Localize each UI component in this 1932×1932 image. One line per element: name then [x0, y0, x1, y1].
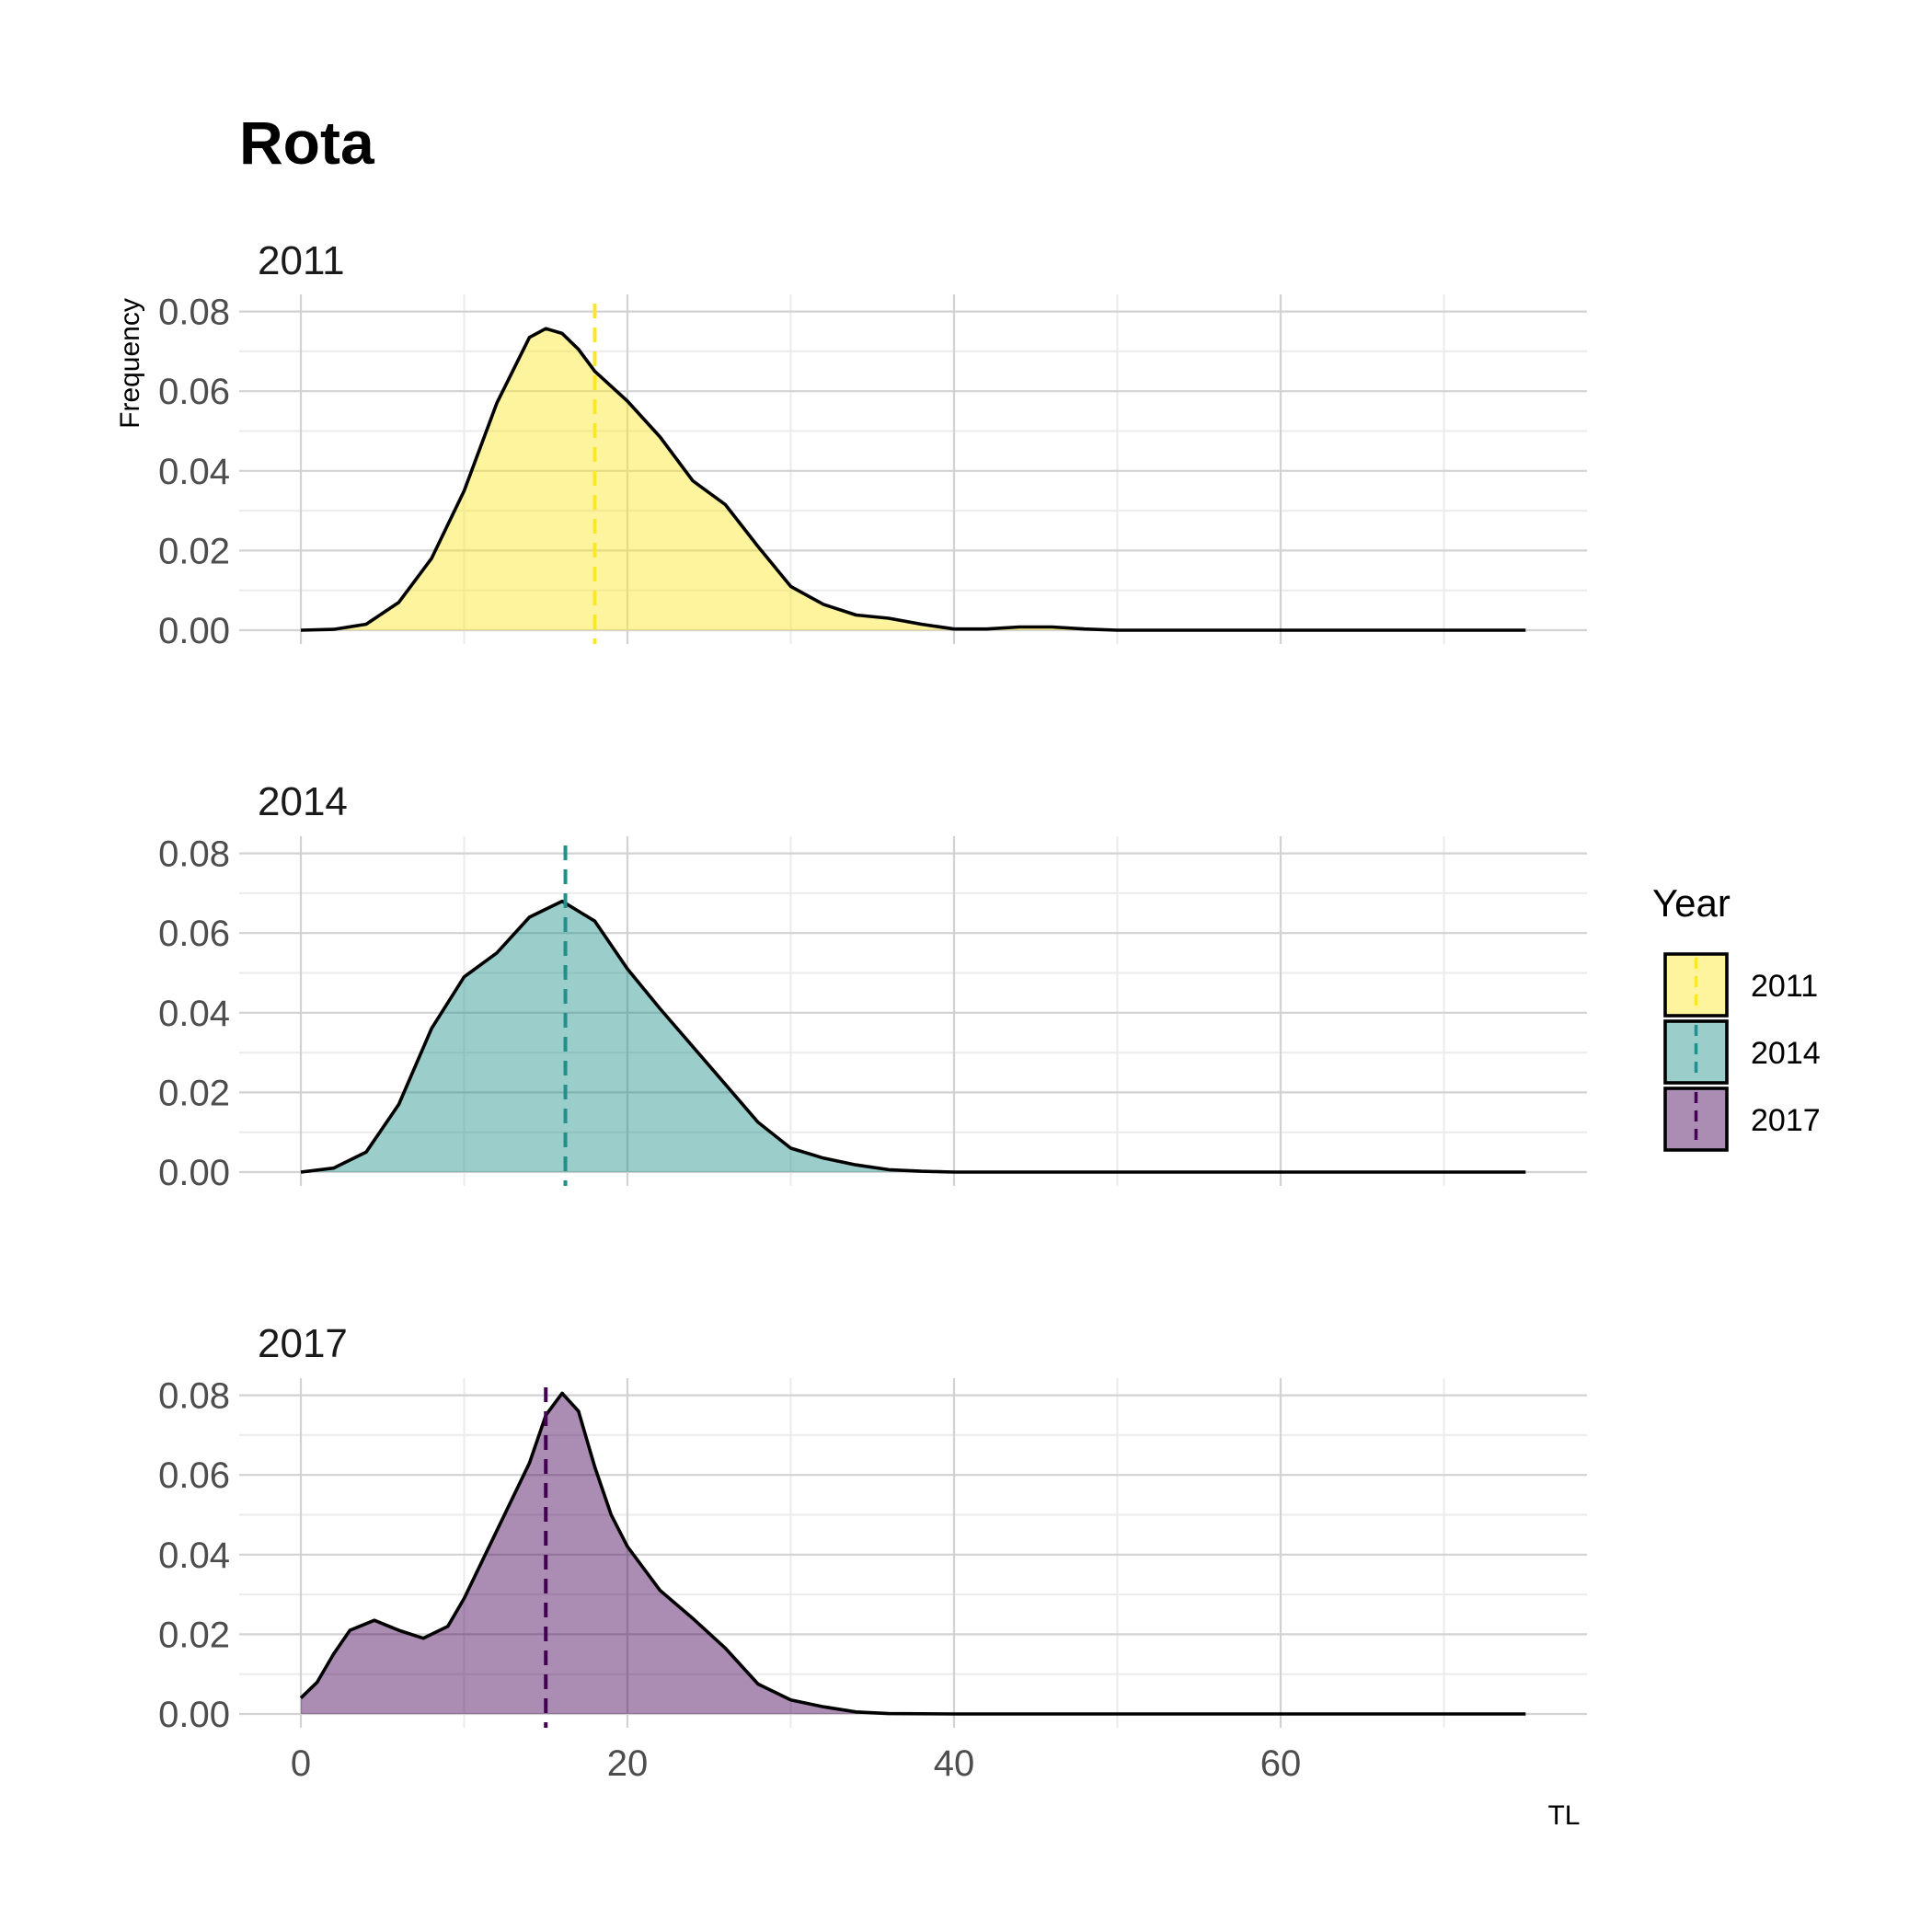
density-line-2011 — [300, 327, 1526, 632]
y-tick-label: 0.08 — [158, 834, 230, 875]
density-line-2017 — [299, 1391, 1526, 1716]
legend-label: 2011 — [1751, 969, 1818, 1004]
chart-title: Rota — [239, 109, 375, 177]
y-tick-label: 0.06 — [158, 1455, 230, 1496]
y-tick-label: 0.04 — [158, 994, 230, 1034]
y-tick-label: 0.04 — [158, 452, 230, 492]
facet-strip-label: 2014 — [258, 779, 348, 824]
density-area-2011 — [301, 328, 1526, 630]
y-tick-label: 0.04 — [158, 1535, 230, 1576]
legend-label: 2014 — [1751, 1036, 1821, 1071]
legend-title: Year — [1652, 881, 1731, 925]
y-tick-label: 0.08 — [158, 293, 230, 333]
y-tick-label: 0.06 — [158, 372, 230, 412]
y-tick-label: 0.00 — [158, 611, 230, 651]
legend: Year 2011 2014 2017 — [1652, 881, 1821, 1152]
panel-2014: 2014 0.00 0.02 0.04 0.06 0.08 — [158, 779, 1587, 1193]
y-tick-label: 0.02 — [158, 1615, 230, 1655]
y-axis-title: Frequency — [115, 298, 145, 429]
facet-panels: 2011 0.00 0.02 0.04 0.06 0.08 2014 0.00 0.02 0.04… — [158, 238, 1587, 1784]
y-tick-label: 0.02 — [158, 531, 230, 571]
density-line-2014 — [300, 899, 1526, 1174]
x-tick-label: 20 — [607, 1743, 649, 1784]
density-area-2014 — [301, 901, 1526, 1172]
density-area-2017 — [301, 1393, 1526, 1714]
y-tick-label: 0.00 — [158, 1695, 230, 1735]
x-tick-label: 40 — [934, 1743, 975, 1784]
legend-label: 2017 — [1751, 1103, 1821, 1138]
y-tick-label: 0.02 — [158, 1073, 230, 1113]
x-tick-label: 0 — [291, 1743, 311, 1784]
panel-2017: 2017 0.00 0.02 0.04 0.06 0.08 — [158, 1321, 1587, 1735]
x-axis-title: TL — [1547, 1800, 1580, 1831]
y-tick-label: 0.00 — [158, 1153, 230, 1193]
y-tick-label: 0.08 — [158, 1376, 230, 1417]
facet-strip-label: 2011 — [258, 238, 345, 283]
y-tick-label: 0.06 — [158, 914, 230, 954]
panel-2011: 2011 0.00 0.02 0.04 0.06 0.08 — [158, 238, 1587, 651]
x-tick-label: 60 — [1260, 1743, 1302, 1784]
facet-strip-label: 2017 — [258, 1321, 348, 1366]
